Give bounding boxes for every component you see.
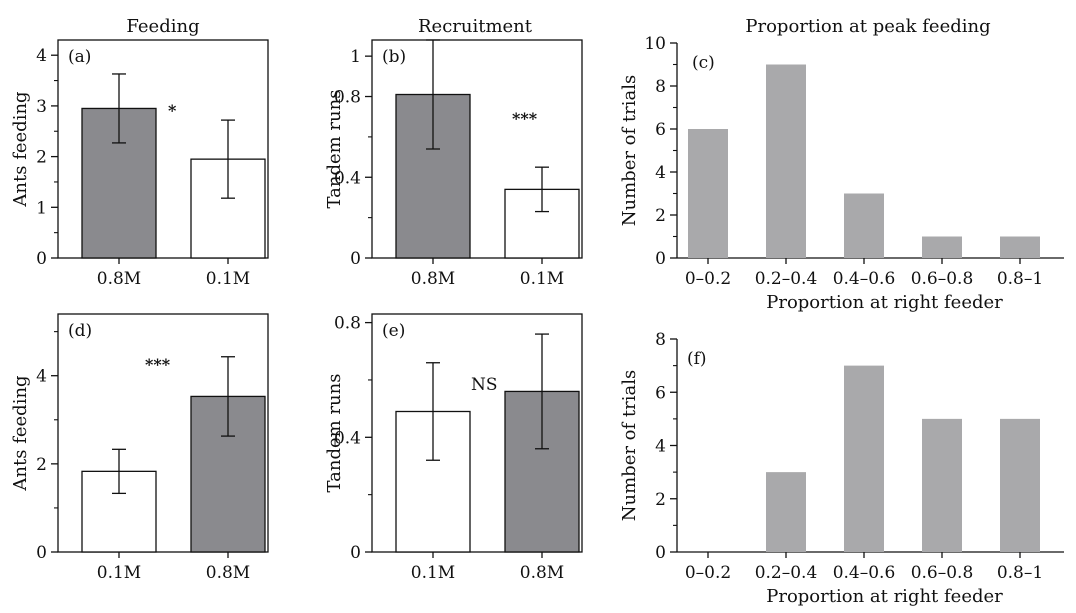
y-tick-label: 4 xyxy=(36,46,47,66)
bar-1 xyxy=(766,472,806,552)
y-axis-label: Tandem runs xyxy=(324,90,345,209)
panel-f: 0 2 4 6 8 Number of trials 0–0.2 0.2–0.4 0.4–0.6… xyxy=(619,330,1064,607)
column-title-feeding: Feeding xyxy=(126,16,199,37)
y-tick-label: 4 xyxy=(655,163,666,183)
plot-frame xyxy=(57,39,269,259)
significance-marker: *** xyxy=(145,355,171,374)
x-tick-label: 0.6–0.8 xyxy=(911,269,974,289)
panel-e: 0 0.4 0.8 Tandem runs 0.1M 0.8M (e) NS xyxy=(324,313,583,583)
y-tick-label: 8 xyxy=(655,77,666,97)
y-axis-label: Tandem runs xyxy=(324,374,345,493)
x-tick-label: 0.8M xyxy=(206,563,250,583)
y-tick-label: 1 xyxy=(350,47,361,67)
bar-4 xyxy=(1000,418,1040,552)
x-tick-label: 0.4–0.6 xyxy=(833,269,896,289)
significance-marker: *** xyxy=(512,109,538,128)
panel-tag: (a) xyxy=(68,47,91,67)
panel-c: 0 2 4 6 8 10 Number of trials 0–0.2 0.2–0.4 0.4–0… xyxy=(619,34,1064,313)
y-tick-label: 0.4 xyxy=(334,168,361,188)
y-tick-label: 2 xyxy=(36,455,47,475)
bar-3 xyxy=(922,236,962,258)
bar-0 xyxy=(688,129,728,258)
y-tick-label: 0 xyxy=(36,249,47,269)
bar-1 xyxy=(766,64,806,258)
x-tick-label: 0.2–0.4 xyxy=(755,269,818,289)
y-tick-label: 0 xyxy=(350,543,361,563)
y-tick-label: 0 xyxy=(36,543,47,563)
significance-marker: NS xyxy=(471,375,498,395)
x-axis-label: Proportion at right feeder xyxy=(766,586,1003,607)
panel-b: 0 0.4 0.8 1 Tandem runs 0.8M 0.1M (b) *** xyxy=(324,39,583,289)
y-axis-label: Ants feeding xyxy=(10,375,31,491)
y-tick-label: 4 xyxy=(36,367,47,387)
y-axis-label: Ants feeding xyxy=(10,91,31,207)
y-axis-label: Number of trials xyxy=(619,370,640,521)
y-tick-label: 6 xyxy=(655,383,666,403)
x-tick-label: 0.2–0.4 xyxy=(755,563,818,583)
y-tick-label: 2 xyxy=(655,490,666,510)
y-tick-label: 0 xyxy=(655,543,666,563)
panel-tag: (c) xyxy=(692,53,715,73)
column-title-peak-feeding: Proportion at peak feeding xyxy=(745,16,990,37)
x-tick-label: 0.8M xyxy=(97,269,141,289)
x-tick-label: 0.8M xyxy=(411,269,455,289)
y-tick-label: 3 xyxy=(36,97,47,117)
x-axis-label: Proportion at right feeder xyxy=(766,292,1003,313)
bar-3 xyxy=(922,418,962,552)
plot-frame xyxy=(371,39,583,259)
y-tick-label: 0.4 xyxy=(334,428,361,448)
y-tick-label: 6 xyxy=(655,120,666,140)
plot-frame xyxy=(57,313,269,553)
x-tick-label: 0.4–0.6 xyxy=(833,563,896,583)
y-tick-label: 2 xyxy=(655,206,666,226)
y-tick-label: 0 xyxy=(655,249,666,269)
y-tick-label: 0.8 xyxy=(334,88,361,108)
x-tick-label: 0.8–1 xyxy=(997,563,1043,583)
x-tick-label: 0–0.2 xyxy=(685,563,731,583)
x-tick-label: 0.1M xyxy=(206,269,250,289)
y-tick-label: 10 xyxy=(644,34,666,54)
bar-2 xyxy=(844,193,884,258)
y-axis-label: Number of trials xyxy=(619,75,640,226)
y-tick-label: 0 xyxy=(350,249,361,269)
x-tick-label: 0.1M xyxy=(520,269,564,289)
plot-frame xyxy=(371,313,583,553)
x-tick-label: 0.6–0.8 xyxy=(911,563,974,583)
x-tick-label: 0.8–1 xyxy=(997,269,1043,289)
bar-2 xyxy=(844,365,884,552)
x-tick-label: 0.8M xyxy=(520,563,564,583)
column-title-recruitment: Recruitment xyxy=(418,16,533,37)
panel-tag: (e) xyxy=(382,321,405,341)
y-tick-label: 2 xyxy=(36,148,47,168)
panel-tag: (f) xyxy=(687,349,707,369)
bar-4 xyxy=(1000,236,1040,258)
y-tick-label: 0.8 xyxy=(334,314,361,334)
x-tick-label: 0.1M xyxy=(411,563,455,583)
x-tick-label: 0.1M xyxy=(97,563,141,583)
panel-tag: (d) xyxy=(68,321,92,341)
y-tick-label: 1 xyxy=(36,198,47,218)
y-tick-label: 4 xyxy=(655,437,666,457)
panel-tag: (b) xyxy=(382,47,406,67)
y-tick-label: 8 xyxy=(655,330,666,350)
x-tick-label: 0–0.2 xyxy=(685,269,731,289)
significance-marker: * xyxy=(168,101,177,120)
panel-a: 0 1 2 3 4 Ants feeding 0.8M 0.1M (a) * xyxy=(10,39,269,289)
